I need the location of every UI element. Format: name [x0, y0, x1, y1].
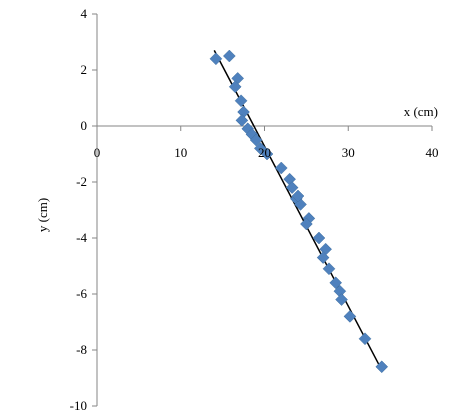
data-point — [322, 262, 336, 276]
x-tick-label: 20 — [258, 145, 271, 160]
data-points — [209, 49, 389, 374]
y-tick-label: -8 — [76, 342, 87, 357]
data-point — [234, 94, 248, 108]
y-axis-title: y (cm) — [35, 198, 50, 232]
x-axis-title: x (cm) — [404, 104, 438, 119]
y-tick-label: 4 — [81, 6, 88, 21]
data-point — [335, 293, 348, 306]
y-tick-label: -6 — [76, 286, 87, 301]
data-point — [316, 251, 330, 264]
data-point — [343, 310, 357, 323]
x-tick-label: 10 — [174, 145, 187, 160]
data-point — [312, 231, 326, 245]
data-point — [274, 161, 288, 175]
data-point — [222, 49, 236, 63]
data-point — [285, 181, 299, 194]
y-tick-label: -4 — [76, 230, 87, 245]
x-tick-label: 30 — [342, 145, 355, 160]
data-point — [300, 217, 313, 231]
data-point — [228, 80, 242, 94]
data-point — [375, 360, 389, 374]
y-tick-label: 2 — [81, 62, 88, 77]
x-tick-label: 40 — [426, 145, 439, 160]
data-point — [291, 189, 305, 203]
data-point — [329, 276, 343, 290]
data-point — [209, 52, 223, 66]
data-point — [249, 133, 263, 147]
y-tick-label: -2 — [76, 174, 87, 189]
axes — [92, 13, 433, 407]
data-point — [260, 147, 274, 161]
x-tick-label: 0 — [94, 145, 101, 160]
data-point — [358, 332, 372, 346]
y-tick-label: 0 — [81, 118, 88, 133]
data-point — [235, 114, 249, 127]
y-tick-label: -10 — [70, 398, 87, 413]
